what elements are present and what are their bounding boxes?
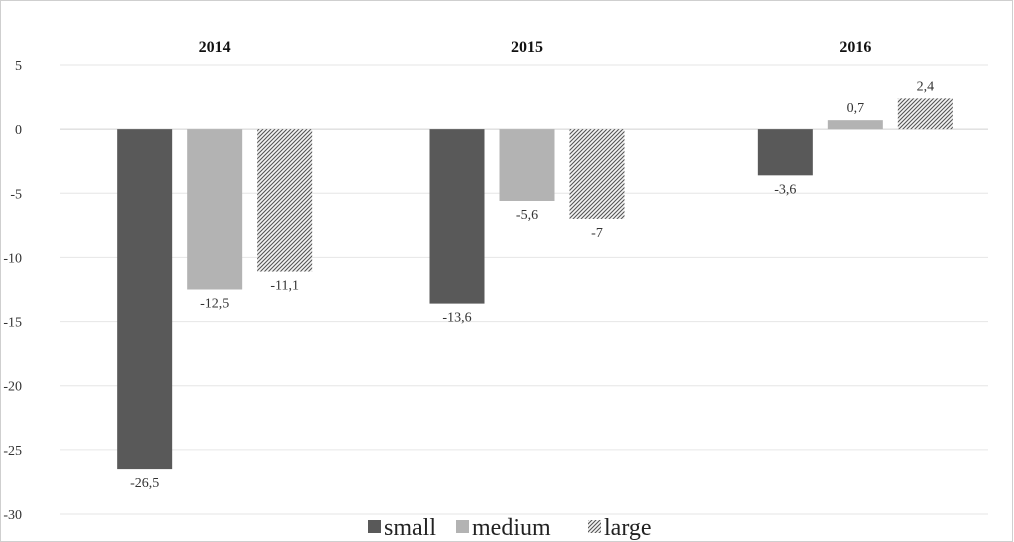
y-tick-label: -5 [10, 187, 22, 202]
data-label: -7 [591, 226, 603, 241]
bar-large [897, 98, 953, 130]
data-label: -26,5 [130, 476, 159, 491]
bar-small [429, 129, 485, 304]
y-tick-label: -20 [3, 380, 22, 395]
y-tick-label: -30 [3, 508, 22, 523]
y-tick-label: -10 [3, 251, 22, 266]
bar-medium [499, 129, 555, 201]
bar-small [117, 129, 173, 470]
y-tick-label: 0 [15, 123, 22, 138]
y-tick-label: -15 [3, 316, 22, 331]
legend-swatch-small [368, 520, 381, 533]
bar-small [757, 129, 813, 176]
bar-medium [827, 120, 883, 130]
data-label: -5,6 [516, 208, 538, 223]
legend-swatch-large [588, 520, 601, 533]
bar-large [569, 129, 625, 219]
legend: small medium large [368, 515, 652, 541]
bar-large [257, 129, 313, 272]
data-label: 2,4 [917, 79, 935, 94]
legend-label-large: large [604, 515, 652, 541]
data-label: -11,1 [270, 279, 299, 294]
data-label: -13,6 [442, 311, 471, 326]
legend-label-medium: medium [472, 515, 551, 541]
data-label: -12,5 [200, 297, 229, 312]
legend-swatch-medium [456, 520, 469, 533]
data-label: -3,6 [774, 182, 796, 197]
y-tick-label: -25 [3, 444, 22, 459]
category-label: 2015 [511, 39, 543, 56]
legend-label-small: small [384, 515, 436, 541]
category-label: 2016 [839, 39, 871, 56]
y-tick-label: 5 [15, 59, 22, 74]
bar-medium [187, 129, 243, 290]
data-label: 0,7 [847, 101, 865, 116]
category-label: 2014 [199, 39, 231, 56]
